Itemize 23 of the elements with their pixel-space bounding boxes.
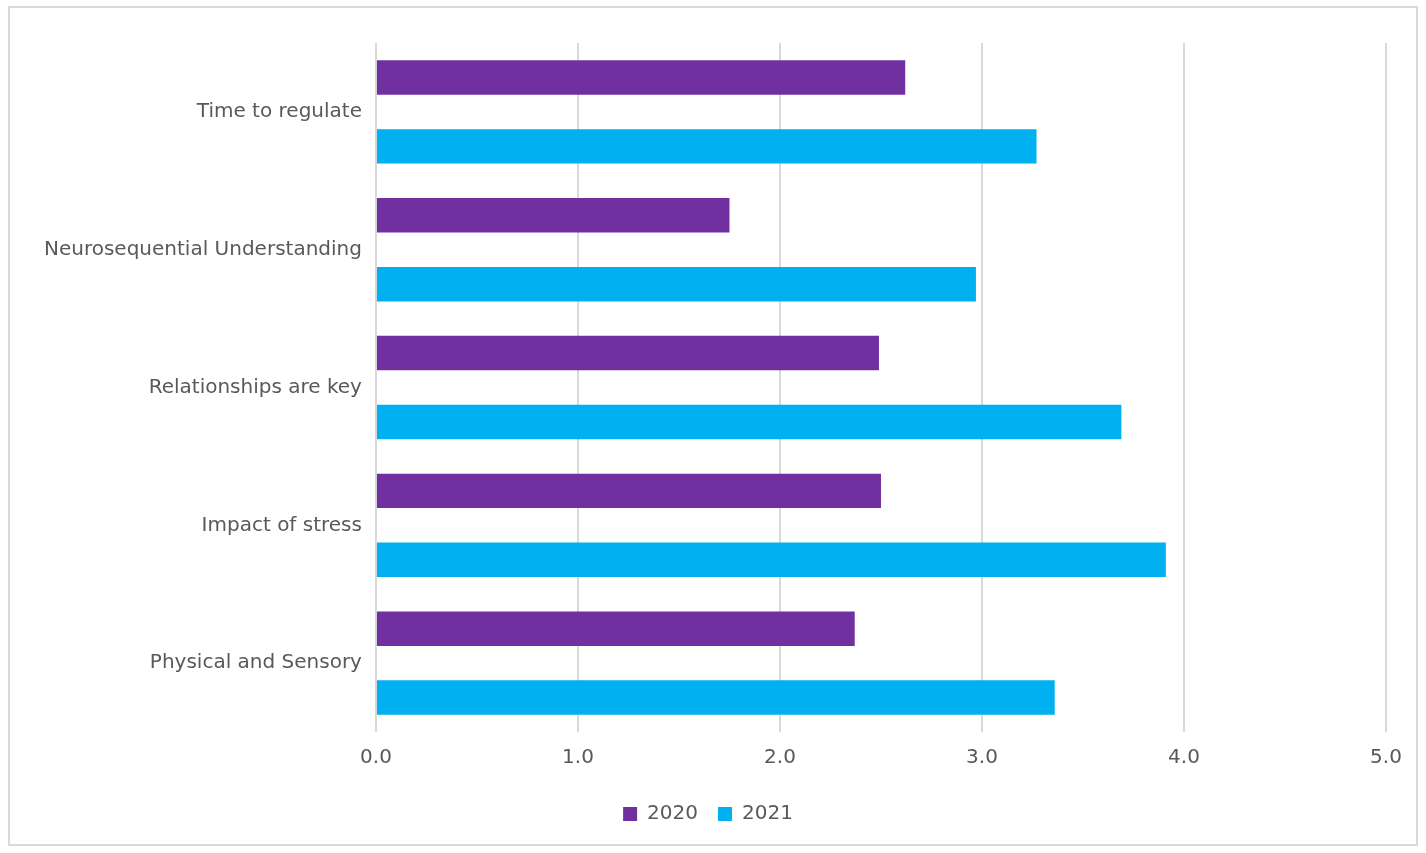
y-tick-label: Relationships are key bbox=[148, 373, 363, 398]
bar bbox=[376, 129, 1037, 164]
y-tick-label: Time to regulate bbox=[195, 98, 362, 123]
y-tick-label: Physical and Sensory bbox=[149, 649, 363, 674]
bar bbox=[376, 198, 730, 233]
y-tick-label: Neurosequential Understanding bbox=[43, 235, 362, 260]
bar bbox=[376, 542, 1166, 577]
bar bbox=[376, 473, 881, 509]
legend-label: 2020 bbox=[647, 800, 699, 825]
bar bbox=[376, 611, 855, 646]
bar bbox=[376, 266, 976, 302]
bar bbox=[376, 404, 1122, 440]
bar bbox=[376, 680, 1055, 715]
bar bbox=[376, 60, 906, 95]
x-tick-label: 5.0 bbox=[1370, 744, 1402, 769]
x-tick-label: 0.0 bbox=[360, 744, 392, 769]
x-tick-label: 4.0 bbox=[1168, 744, 1200, 769]
legend-label: 2021 bbox=[742, 800, 793, 825]
x-tick-label: 3.0 bbox=[966, 744, 998, 769]
x-tick-label: 1.0 bbox=[562, 744, 594, 769]
y-tick-label: Impact of stress bbox=[201, 511, 362, 536]
x-tick-label: 2.0 bbox=[764, 744, 796, 769]
bar bbox=[376, 335, 879, 371]
